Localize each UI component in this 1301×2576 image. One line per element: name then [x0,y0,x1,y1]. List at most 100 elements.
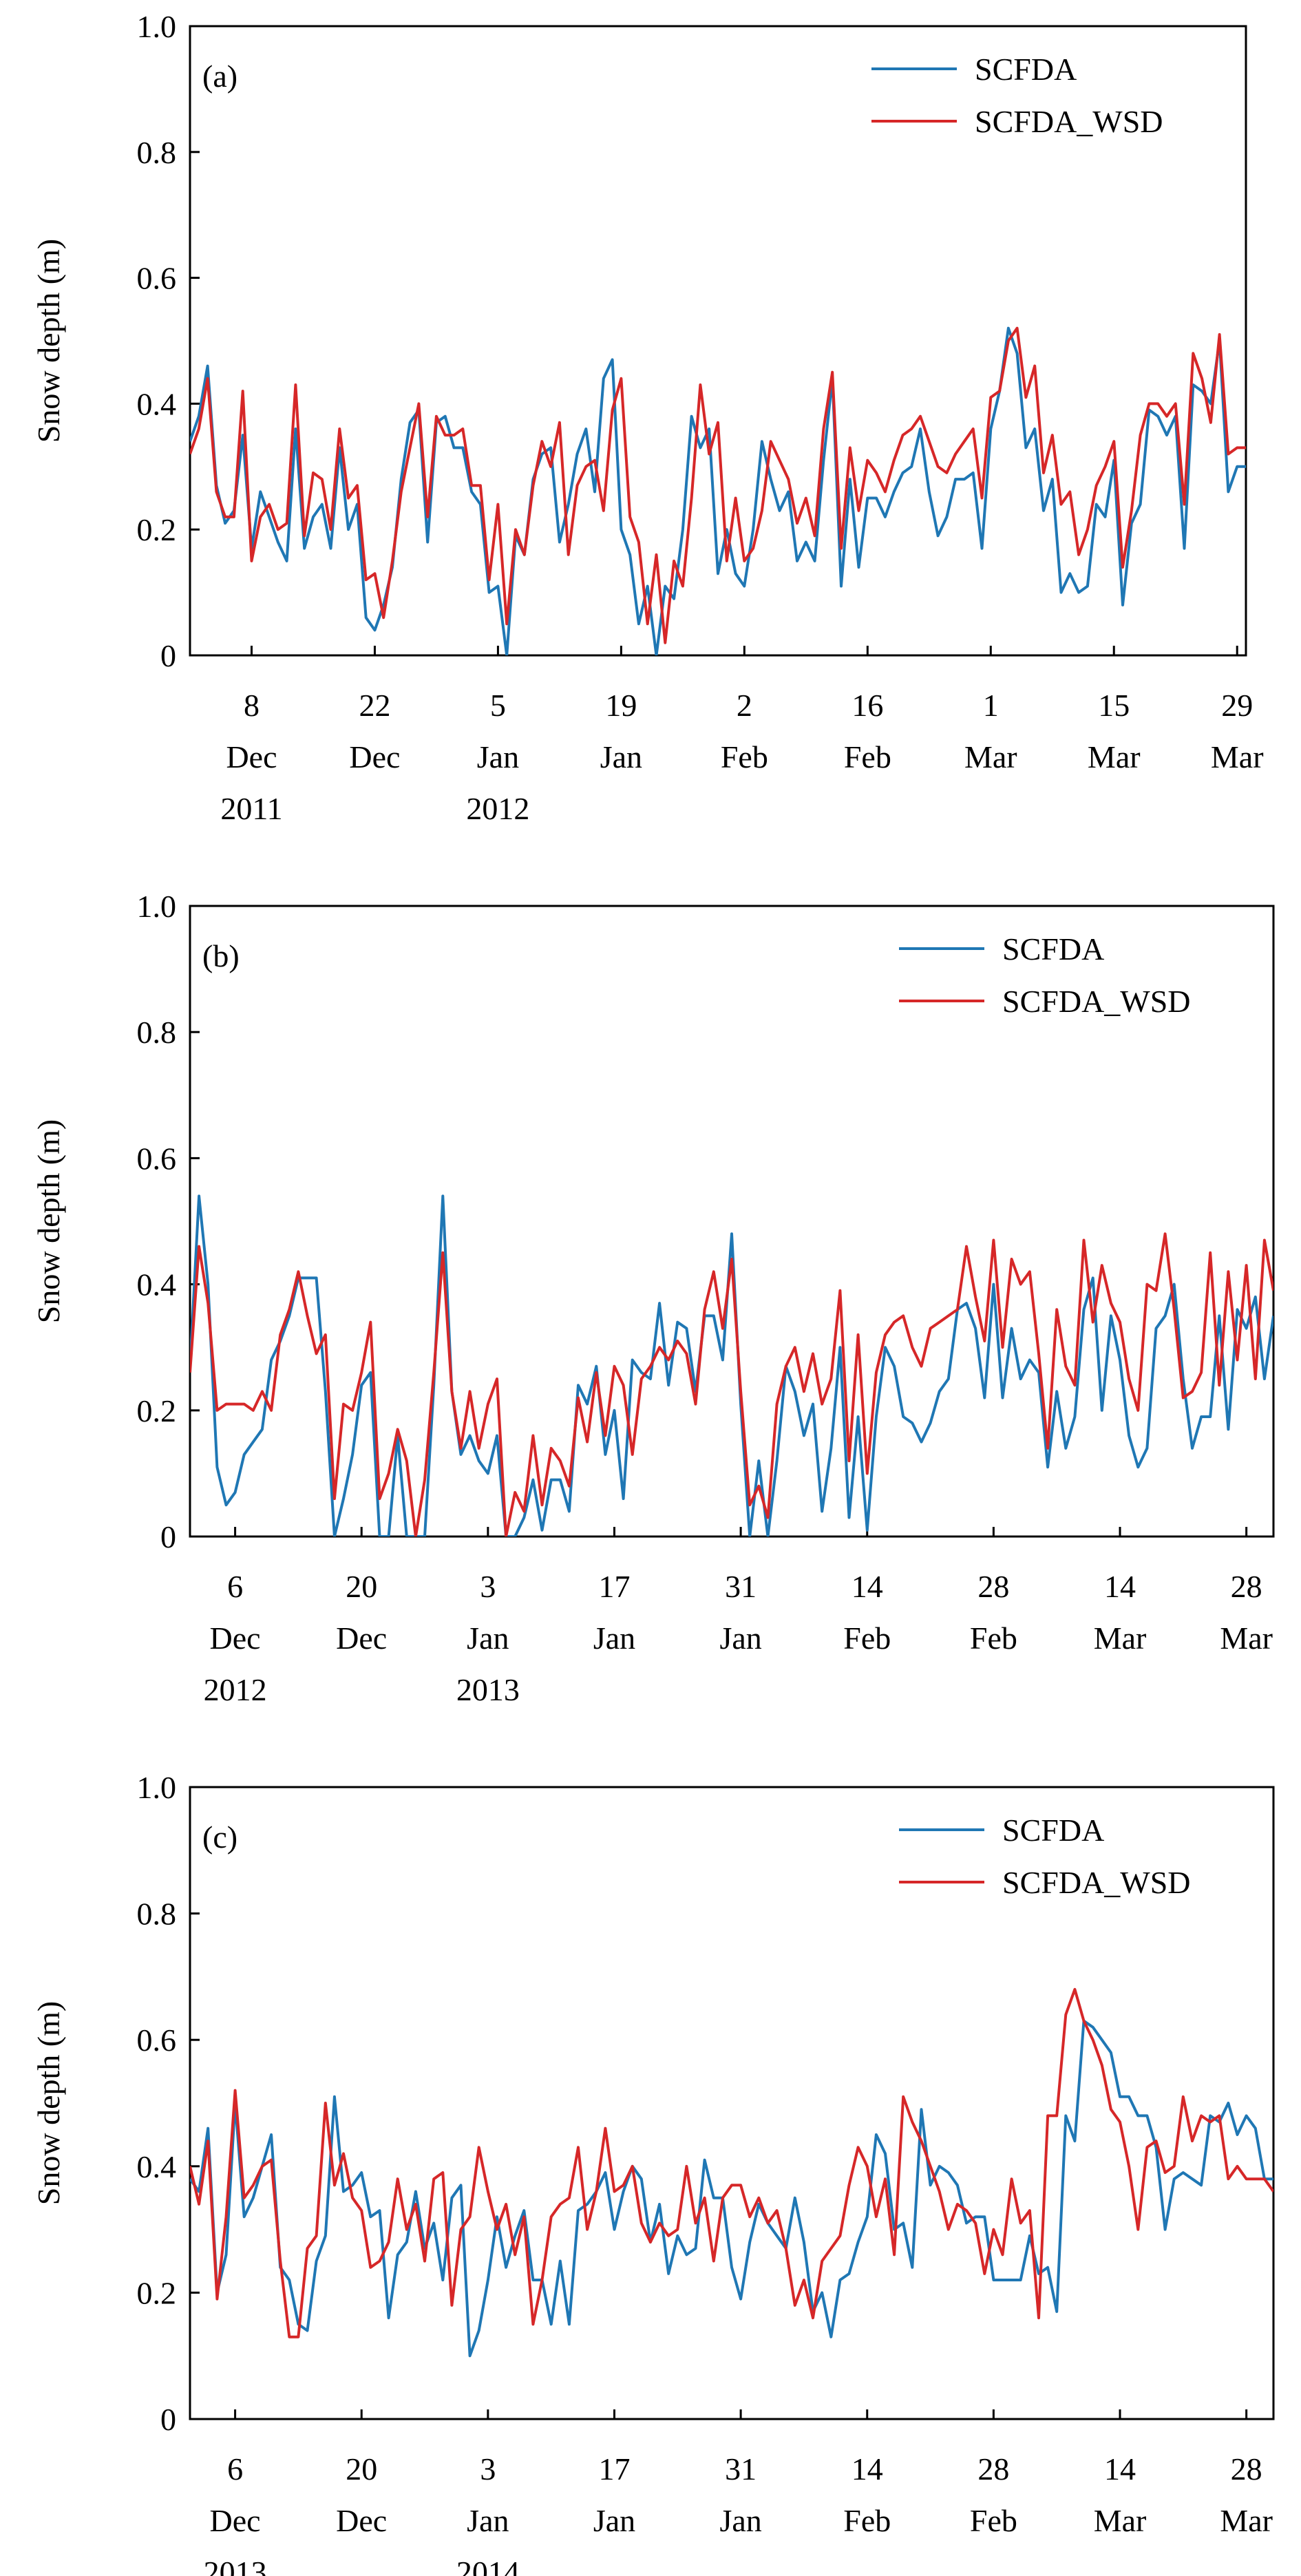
x-tick-label: 17 [598,1569,630,1604]
x-tick-label: 2013 [204,2555,267,2576]
x-tick-label: Mar [1094,1620,1147,1656]
x-tick-label: Mar [1088,739,1141,774]
y-tick-label: 0.2 [137,512,177,547]
y-tick-label: 0.8 [137,1897,177,1932]
y-axis-label: Snow depth (m) [31,239,66,443]
x-tick-label: Mar [1220,2503,1273,2538]
x-tick-label: Mar [1211,739,1264,774]
x-tick-label: 2012 [204,1672,267,1707]
panel-label: (a) [202,59,237,94]
legend: SCFDA SCFDA_WSD [871,52,1163,139]
y-tick-label: 0.6 [137,2023,177,2058]
x-tick-label: 2013 [456,1672,520,1707]
y-tick-label: 0.2 [137,2275,177,2310]
plot-frame [189,905,1275,1538]
x-tick-label: Feb [721,739,768,774]
x-tick-label: 1 [983,688,999,723]
y-tick-label: 0.8 [137,135,177,170]
y-tick-label: 1.0 [137,9,177,44]
x-tick-label: 31 [725,1569,757,1604]
legend-label: SCFDA [975,52,1077,87]
x-tick-label: 15 [1098,688,1130,723]
x-tick-label: 3 [480,2451,496,2487]
x-tick-label: 20 [346,1569,377,1604]
legend-label: SCFDA_WSD [1002,984,1191,1019]
plot-frame [189,25,1247,657]
y-tick-label: 1.0 [137,889,177,924]
x-tick-label: 14 [1104,2451,1136,2487]
x-tick-label: 8 [244,688,260,723]
x-tick-label: 28 [977,2451,1009,2487]
x-tick-label: 20 [346,2451,377,2487]
y-tick-label: 0 [160,2402,176,2437]
chart-panel-c: 0 0.2 0.4 0.6 0.8 1.0 Snow depth (m) 6 Dec 2013 20… [31,1770,1275,2576]
x-tick-label: Jan [593,1620,635,1656]
x-tick-label: 17 [598,2451,630,2487]
y-axis-label: Snow depth (m) [31,1119,66,1323]
x-tick-label: Jan [477,739,519,774]
x-tick-label: Feb [970,1620,1017,1656]
x-tick-label: 6 [227,1569,243,1604]
x-tick-label: Feb [843,1620,891,1656]
x-tick-label: Dec [226,739,277,774]
chart-panel-b: 0 0.2 0.4 0.6 0.8 1.0 Snow depth (m) 6 Dec 2012 20… [31,889,1275,1707]
x-tick-label: 5 [490,688,506,723]
y-tick-label: 0.6 [137,261,177,296]
y-tick-label: 0.2 [137,1393,177,1428]
legend-label: SCFDA [1002,931,1104,967]
x-tick-label: Jan [719,1620,761,1656]
y-tick-label: 0 [160,638,176,673]
x-tick-label: 14 [852,1569,883,1604]
y-tick-label: 0.4 [137,1267,177,1302]
x-tick-label: 2 [737,688,752,723]
y-tick-label: 0 [160,1519,176,1554]
x-tick-label: Mar [1220,1620,1273,1656]
x-tick-label: 28 [1231,1569,1262,1604]
x-tick-label: 28 [977,1569,1009,1604]
x-tick-label: 22 [359,688,390,723]
x-tick-label: 2014 [456,2555,520,2576]
series-line-scfda [190,1194,1273,1537]
x-tick-label: 19 [605,688,637,723]
legend-label: SCFDA_WSD [975,104,1163,139]
x-tick-label: Dec [336,1620,387,1656]
x-tick-label: 28 [1231,2451,1262,2487]
x-tick-label: Jan [719,2503,761,2538]
x-tick-label: Jan [593,2503,635,2538]
legend-label: SCFDA_WSD [1002,1865,1191,1900]
x-tick-label: Dec [349,739,400,774]
x-tick-label: Dec [210,1620,261,1656]
x-tick-label: 16 [852,688,883,723]
series-line-scfda-wsd [190,326,1246,644]
legend: SCFDA SCFDA_WSD [899,1813,1191,1900]
legend-label: SCFDA [1002,1813,1104,1848]
x-tick-label: Dec [210,2503,261,2538]
x-tick-label: 6 [227,2451,243,2487]
y-tick-label: 0.4 [137,2149,177,2184]
panel-label: (b) [202,938,240,973]
x-tick-label: Dec [336,2503,387,2538]
x-tick-label: Mar [964,739,1017,774]
x-tick-label: Jan [467,1620,509,1656]
x-tick-label: Mar [1094,2503,1147,2538]
y-tick-label: 0.6 [137,1141,177,1176]
series-line-scfda [190,2019,1273,2358]
x-tick-label: Feb [843,2503,891,2538]
legend: SCFDA SCFDA_WSD [899,931,1191,1019]
x-tick-label: 3 [480,1569,496,1604]
x-tick-label: Jan [467,2503,509,2538]
y-tick-label: 1.0 [137,1770,177,1805]
y-tick-label: 0.8 [137,1015,177,1050]
plot-frame [189,1786,1275,2420]
x-tick-label: 2011 [220,791,282,826]
series-line-scfda-wsd [190,1987,1273,2339]
x-tick-label: 14 [1104,1569,1136,1604]
series-line-scfda [190,326,1246,655]
y-tick-label: 0.4 [137,386,177,421]
x-tick-label: Feb [970,2503,1017,2538]
x-tick-label: 14 [852,2451,883,2487]
x-tick-label: 2012 [466,791,529,826]
panel-label: (c) [202,1819,237,1855]
